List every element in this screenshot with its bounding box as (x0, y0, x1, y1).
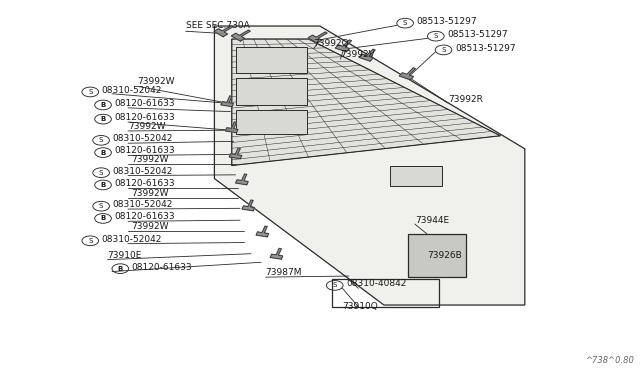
Polygon shape (359, 49, 375, 61)
Bar (408, 234, 466, 277)
Polygon shape (232, 39, 500, 166)
Text: SEE SEC.730A: SEE SEC.730A (186, 21, 250, 30)
Text: 73910E: 73910E (108, 251, 142, 260)
Text: B: B (100, 116, 106, 122)
Text: S: S (442, 47, 445, 53)
Polygon shape (214, 26, 233, 37)
Bar (236, 46, 307, 73)
Text: S: S (99, 203, 103, 209)
Text: S: S (88, 89, 92, 95)
Text: S: S (99, 137, 103, 143)
Text: 73992W: 73992W (131, 222, 169, 231)
Text: S: S (99, 170, 103, 176)
Text: 08120-61633: 08120-61633 (115, 179, 175, 188)
Text: 08513-51297: 08513-51297 (417, 17, 477, 26)
Text: 73910Q: 73910Q (342, 302, 378, 311)
Text: 08310-52042: 08310-52042 (102, 235, 162, 244)
Text: S: S (88, 238, 92, 244)
Text: ^738^0.80: ^738^0.80 (585, 356, 634, 365)
Text: S: S (333, 282, 337, 288)
Text: B: B (100, 102, 106, 108)
Polygon shape (399, 68, 415, 80)
Text: 08120-61633: 08120-61633 (115, 147, 175, 155)
Text: B: B (100, 182, 106, 188)
Polygon shape (270, 248, 283, 259)
Text: 73992W: 73992W (131, 155, 169, 164)
Text: 08120-61633: 08120-61633 (115, 113, 175, 122)
Text: 73987M: 73987M (266, 268, 302, 277)
Text: 08513-51297: 08513-51297 (447, 30, 508, 39)
Text: 73992W: 73992W (138, 77, 175, 86)
Text: B: B (100, 150, 106, 155)
Text: 73926B: 73926B (428, 251, 462, 260)
Text: B: B (118, 266, 123, 272)
Polygon shape (242, 200, 255, 211)
Text: 08310-40842: 08310-40842 (346, 279, 406, 288)
Polygon shape (225, 122, 238, 133)
Text: 08310-52042: 08310-52042 (113, 167, 173, 176)
Text: 08120-61633: 08120-61633 (115, 212, 175, 221)
Bar (332, 279, 439, 307)
Text: 73992Q: 73992Q (314, 39, 349, 48)
Text: 73992R: 73992R (448, 95, 483, 104)
Bar (390, 166, 442, 186)
Polygon shape (214, 26, 525, 305)
Bar (236, 78, 307, 105)
Text: 73992W: 73992W (128, 122, 166, 131)
Text: S: S (403, 20, 407, 26)
Text: B: B (100, 215, 106, 221)
Text: 08120-61633: 08120-61633 (115, 99, 175, 108)
Text: 73944E: 73944E (415, 216, 449, 225)
Polygon shape (229, 148, 242, 159)
Text: 08310-52042: 08310-52042 (113, 200, 173, 209)
Text: 73992W: 73992W (131, 189, 169, 198)
Polygon shape (221, 96, 234, 107)
Polygon shape (236, 174, 248, 185)
Text: 08513-51297: 08513-51297 (455, 44, 516, 53)
Text: 08120-61633: 08120-61633 (132, 263, 193, 272)
Text: S: S (434, 33, 438, 39)
Text: 08310-52042: 08310-52042 (113, 134, 173, 143)
Polygon shape (231, 30, 250, 41)
Polygon shape (256, 226, 269, 237)
Text: 73992V: 73992V (340, 50, 375, 59)
Polygon shape (308, 32, 327, 43)
Bar (236, 110, 307, 134)
Text: 08310-52042: 08310-52042 (102, 86, 162, 95)
Polygon shape (335, 40, 351, 52)
